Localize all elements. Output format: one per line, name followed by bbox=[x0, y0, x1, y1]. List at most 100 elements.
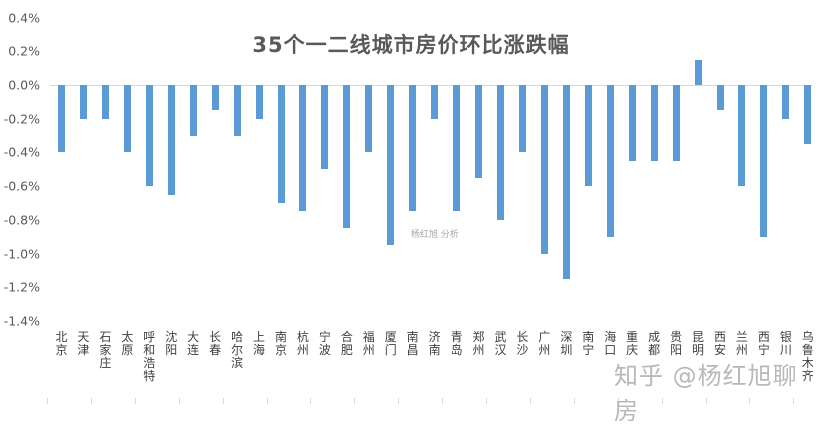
x-tick-label: 兰州 bbox=[735, 330, 748, 357]
bar bbox=[79, 85, 87, 119]
x-axis-tick bbox=[222, 398, 224, 404]
bar bbox=[255, 85, 263, 119]
bar bbox=[123, 85, 131, 153]
x-axis-tick bbox=[47, 398, 48, 404]
bar bbox=[540, 85, 548, 254]
bar bbox=[101, 85, 109, 119]
x-axis-tick bbox=[178, 398, 180, 404]
x-tick-label: 昆明 bbox=[692, 330, 705, 357]
watermark-zhihu: 知乎 @杨红旭聊房 bbox=[614, 362, 798, 425]
x-tick-label: 西安 bbox=[713, 330, 726, 357]
bar bbox=[409, 85, 417, 212]
x-tick-label: 长沙 bbox=[516, 330, 529, 357]
bar bbox=[782, 85, 790, 119]
x-axis-tick bbox=[134, 398, 136, 404]
x-tick-label: 杭州 bbox=[296, 330, 309, 357]
x-tick-label: 青岛 bbox=[450, 330, 463, 357]
bar bbox=[760, 85, 768, 237]
x-tick-label: 长春 bbox=[209, 330, 222, 357]
x-tick-label: 大连 bbox=[187, 330, 200, 357]
bar bbox=[299, 85, 307, 212]
watermark-analyst: 杨红旭 分析 bbox=[411, 230, 459, 240]
x-axis-tick bbox=[749, 398, 751, 404]
x-axis-tick bbox=[266, 398, 268, 404]
x-axis-tick bbox=[573, 398, 575, 404]
x-tick-label: 海口 bbox=[604, 330, 617, 357]
bar bbox=[343, 85, 351, 229]
x-tick-label: 成都 bbox=[648, 330, 661, 357]
x-axis-tick bbox=[661, 398, 663, 404]
x-axis-tick bbox=[793, 398, 795, 404]
x-axis-tick bbox=[442, 398, 444, 404]
x-tick-label: 银川 bbox=[779, 330, 792, 357]
x-tick-label: 南宁 bbox=[582, 330, 595, 357]
y-tick-label: -0.4% bbox=[3, 144, 40, 160]
bar bbox=[211, 85, 219, 111]
x-tick-label: 石家庄 bbox=[99, 330, 112, 370]
bar bbox=[562, 85, 570, 279]
x-tick-label: 北京 bbox=[55, 330, 68, 357]
x-tick-label: 太原 bbox=[121, 330, 134, 357]
bar bbox=[694, 59, 702, 85]
x-axis-tick bbox=[398, 398, 400, 404]
bar bbox=[716, 85, 724, 111]
bar bbox=[650, 85, 658, 161]
y-tick-label: 0.0% bbox=[8, 77, 40, 93]
x-axis-tick bbox=[310, 398, 312, 404]
x-tick-label: 上海 bbox=[253, 330, 266, 357]
x-axis-tick bbox=[529, 398, 531, 404]
bar bbox=[365, 85, 373, 153]
bar bbox=[738, 85, 746, 187]
bar bbox=[497, 85, 504, 220]
bar bbox=[387, 85, 395, 246]
bar bbox=[189, 85, 197, 136]
bar bbox=[431, 85, 439, 119]
x-tick-label: 深圳 bbox=[560, 330, 573, 357]
x-axis-tick bbox=[617, 398, 619, 404]
y-tick-label: -0.6% bbox=[3, 178, 40, 194]
x-axis-tick bbox=[486, 398, 487, 404]
bar bbox=[167, 85, 175, 195]
bar bbox=[58, 85, 65, 153]
x-tick-label: 武汉 bbox=[494, 330, 507, 357]
x-tick-label: 呼和浩特 bbox=[143, 330, 156, 383]
zero-axis-line bbox=[50, 85, 812, 86]
bar bbox=[804, 85, 812, 144]
x-tick-label: 郑州 bbox=[472, 330, 485, 357]
x-tick-label: 南京 bbox=[274, 330, 287, 357]
x-axis-tick bbox=[705, 398, 707, 404]
x-tick-label: 沈阳 bbox=[165, 330, 178, 357]
bar bbox=[475, 85, 483, 178]
bar bbox=[628, 85, 636, 161]
x-tick-label: 西宁 bbox=[757, 330, 770, 357]
x-axis-tick bbox=[354, 398, 356, 404]
bar bbox=[518, 85, 526, 153]
x-tick-label: 哈尔滨 bbox=[231, 330, 244, 370]
x-tick-label: 南昌 bbox=[406, 330, 419, 357]
y-tick-label: 0.2% bbox=[8, 43, 40, 59]
x-tick-label: 重庆 bbox=[626, 330, 639, 357]
bar bbox=[453, 85, 461, 212]
bar bbox=[145, 85, 153, 187]
y-tick-label: -1.2% bbox=[3, 279, 40, 295]
y-tick-label: -0.2% bbox=[3, 111, 40, 127]
x-tick-label: 天津 bbox=[77, 330, 90, 357]
bar bbox=[606, 85, 614, 237]
x-tick-label: 合肥 bbox=[340, 330, 353, 357]
chart-title: 35个一二线城市房价环比涨跌幅 bbox=[252, 33, 570, 57]
y-tick-label: 0.4% bbox=[8, 10, 40, 26]
y-tick-label: -1.4% bbox=[3, 313, 40, 329]
y-tick-label: -1.0% bbox=[3, 246, 40, 262]
bar-chart: 35个一二线城市房价环比涨跌幅 0.4% 0.2% 0.0% -0.2% -0.4% -0… bbox=[3, 10, 814, 425]
x-tick-label: 乌鲁木齐 bbox=[801, 330, 814, 383]
x-tick-label: 广州 bbox=[538, 330, 551, 357]
x-tick-label: 宁波 bbox=[318, 330, 331, 357]
bar bbox=[672, 85, 680, 161]
x-tick-label: 济南 bbox=[428, 330, 441, 357]
x-axis-tick bbox=[90, 398, 92, 404]
x-tick-label: 贵阳 bbox=[670, 330, 683, 357]
x-tick-label: 福州 bbox=[362, 330, 375, 357]
bar bbox=[277, 85, 285, 204]
x-tick-label: 厦门 bbox=[384, 330, 397, 357]
bar bbox=[584, 85, 592, 187]
